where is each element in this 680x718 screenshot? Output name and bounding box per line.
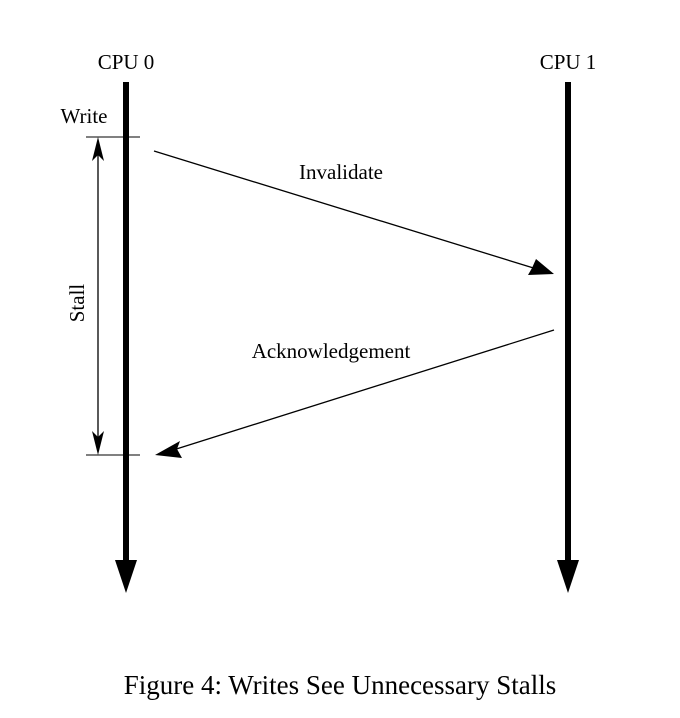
invalidate-arrow [153, 150, 554, 275]
stall-label: Stall [65, 284, 89, 323]
acknowledgement-arrow [155, 329, 555, 458]
cpu1-timeline [557, 82, 579, 593]
figure-caption: Figure 4: Writes See Unnecessary Stalls [123, 670, 557, 700]
write-label: Write [61, 104, 108, 128]
stall-interval-arrow [92, 137, 104, 455]
cpu1-label: CPU 1 [540, 50, 597, 74]
invalidate-label: Invalidate [299, 160, 383, 184]
cpu0-timeline [115, 82, 137, 593]
cpu0-label: CPU 0 [98, 50, 155, 74]
acknowledgement-label: Acknowledgement [252, 339, 411, 363]
